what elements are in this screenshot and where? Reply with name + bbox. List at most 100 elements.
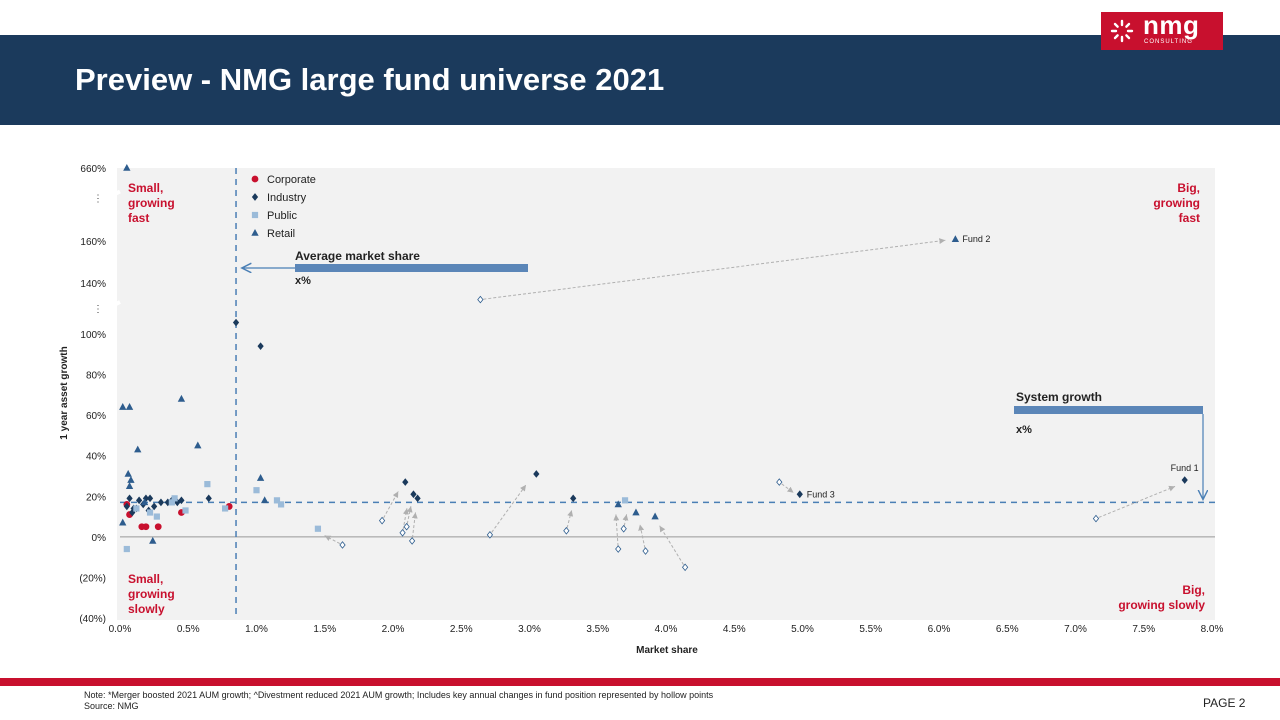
previous-position-point [563, 526, 570, 535]
quadrant-label-line: Big, [1182, 583, 1205, 597]
retail-point [149, 536, 157, 544]
previous-position-point [486, 530, 494, 539]
public-point [222, 505, 229, 512]
retail-point [119, 518, 127, 526]
retail-point [125, 482, 134, 489]
x-tick-label: 2.5% [450, 624, 473, 635]
x-tick-label: 1.5% [313, 624, 336, 635]
retail-point [632, 508, 640, 516]
quadrant-label-line: Big, [1177, 181, 1200, 195]
quadrant-label-line: fast [1179, 211, 1200, 225]
corporate-point [154, 523, 162, 531]
industry-point [232, 318, 240, 327]
plot-background [117, 168, 1215, 620]
logo-name: nmg [1143, 10, 1200, 40]
x-tick-label: 7.5% [1132, 624, 1155, 635]
scatter-chart: 660% 160% 140% 100% 80% 60% 40% 20% 0% (20%) (40%)… [59, 163, 1224, 656]
quadrant-label-line: growing [128, 587, 175, 601]
retail-point [134, 445, 142, 453]
industry-point [257, 342, 264, 351]
axis-break-gap [111, 189, 121, 198]
chart-container: 660% 160% 140% 100% 80% 60% 40% 20% 0% (20%) (40%)… [0, 140, 1280, 670]
previous-position-point [620, 524, 627, 533]
public-point [123, 545, 130, 553]
movement-arrow [406, 506, 413, 524]
previous-position-point [642, 547, 649, 555]
industry-point [146, 494, 154, 503]
y-tick-label: (40%) [79, 614, 106, 625]
quadrant-label-line: slowly [128, 602, 165, 616]
industry-point [533, 470, 540, 478]
logo-burst-icon [1110, 19, 1134, 43]
corporate-point [142, 523, 150, 531]
previous-position-point [408, 537, 416, 545]
industry-point [1181, 476, 1188, 484]
movement-arrow [383, 491, 399, 519]
legend-marker-public [251, 211, 259, 219]
movement-arrow [638, 524, 646, 549]
quadrant-label-line: Small, [128, 572, 163, 586]
quadrant-label-top-right: Big, growing fast [1153, 181, 1200, 225]
public-point [273, 497, 281, 504]
fund-label: Fund 1 [1171, 463, 1199, 473]
public-point [153, 513, 160, 520]
system-growth-value: x% [1016, 424, 1032, 436]
fund-label: Fund 2 [962, 234, 990, 244]
page-title: Preview - NMG large fund universe 2021 [75, 62, 665, 97]
legend-label-retail: Retail [267, 228, 295, 240]
retail-point [125, 402, 134, 410]
industry-point [402, 478, 409, 486]
legend-label-industry: Industry [267, 192, 307, 204]
movement-arrow [483, 238, 946, 300]
x-axis-title: Market share [636, 645, 698, 656]
retail-point [127, 476, 135, 483]
quadrant-label-line: Small, [128, 181, 163, 195]
public-point [146, 509, 154, 516]
industry-point [414, 494, 421, 503]
x-tick-label: 5.0% [791, 624, 814, 635]
public-point [171, 495, 178, 502]
retail-point [651, 512, 659, 520]
footnote-text: Note: *Merger boosted 2021 AUM growth; ^… [84, 690, 714, 700]
page-number: PAGE 2 [1203, 696, 1246, 710]
quadrant-label-line: fast [128, 211, 149, 225]
logo-subtitle: CONSULTING [1144, 39, 1193, 45]
y-tick-label: 160% [80, 237, 106, 248]
industry-point [126, 494, 133, 503]
public-point [621, 497, 629, 504]
x-tick-label: 6.5% [996, 624, 1019, 635]
footer-band [0, 678, 1280, 686]
legend-marker-corporate [251, 175, 259, 183]
previous-position-point [1092, 514, 1100, 523]
header-band [0, 35, 1280, 125]
y-tick-label: 20% [86, 492, 106, 503]
industry-point [151, 502, 158, 511]
x-tick-label: 6.0% [928, 624, 951, 635]
industry-point [796, 490, 803, 499]
y-tick-label: 140% [80, 279, 106, 290]
previous-position-point [681, 563, 689, 572]
movement-arrow [402, 508, 409, 530]
movement-arrow [411, 512, 418, 538]
industry-point [205, 494, 212, 503]
y-tick-label: 100% [80, 330, 106, 341]
movement-arrow [659, 525, 684, 565]
fund-label: Fund 3 [807, 489, 835, 499]
retail-point [194, 441, 202, 449]
previous-position-point [776, 478, 783, 486]
movement-arrow [613, 514, 620, 547]
y-tick-label: 60% [86, 411, 106, 422]
system-growth-callout-bar [1014, 406, 1203, 414]
industry-point [410, 490, 417, 499]
x-tick-label: 3.5% [586, 624, 609, 635]
previous-position-point [378, 516, 386, 525]
public-point [204, 481, 211, 488]
quadrant-label-bottom-left: Small, growing slowly [128, 572, 175, 616]
industry-point [570, 494, 577, 503]
industry-point [135, 496, 143, 505]
legend-label-public: Public [267, 210, 297, 222]
quadrant-label-line: growing [128, 196, 175, 210]
retail-point [261, 496, 269, 504]
axis-break-dots: ⋮ [93, 194, 103, 205]
quadrant-label-top-left: Small, growing fast [128, 181, 175, 225]
